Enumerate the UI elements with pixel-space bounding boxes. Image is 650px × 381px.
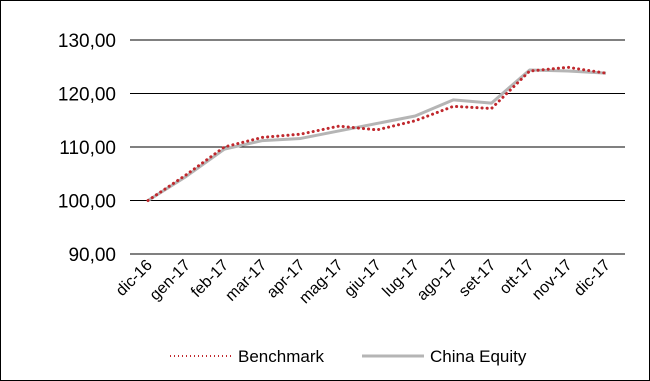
y-tick-label: 100,00 bbox=[58, 192, 116, 213]
y-tick-label: 130,00 bbox=[58, 31, 116, 52]
y-tick-label: 90,00 bbox=[68, 245, 116, 266]
x-tick-label: mar-17 bbox=[222, 257, 270, 305]
x-tick-label: nov-17 bbox=[529, 257, 576, 304]
legend-label-china-equity: China Equity bbox=[430, 347, 527, 366]
y-axis-tick-labels: 90,00 100,00 110,00 120,00 130,00 bbox=[58, 31, 116, 266]
y-tick-label: 110,00 bbox=[59, 138, 116, 159]
series-lines bbox=[146, 65, 608, 202]
gridlines bbox=[130, 39, 625, 255]
x-tick-label: gen-17 bbox=[147, 257, 194, 304]
series-line-china-equity bbox=[147, 68, 607, 202]
x-axis-tick-labels: dic-16gen-17feb-17mar-17apr-17mag-17giu-… bbox=[113, 257, 614, 307]
legend-label-benchmark: Benchmark bbox=[238, 347, 324, 366]
y-tick-label: 120,00 bbox=[58, 85, 116, 106]
legend: Benchmark China Equity bbox=[170, 347, 527, 366]
x-tick-label: giu-17 bbox=[341, 257, 385, 301]
x-tick-label: dic-17 bbox=[571, 257, 614, 300]
x-tick-label: ago-17 bbox=[414, 257, 461, 304]
series-line-benchmark bbox=[146, 65, 608, 202]
x-tick-label: set-17 bbox=[456, 257, 500, 301]
